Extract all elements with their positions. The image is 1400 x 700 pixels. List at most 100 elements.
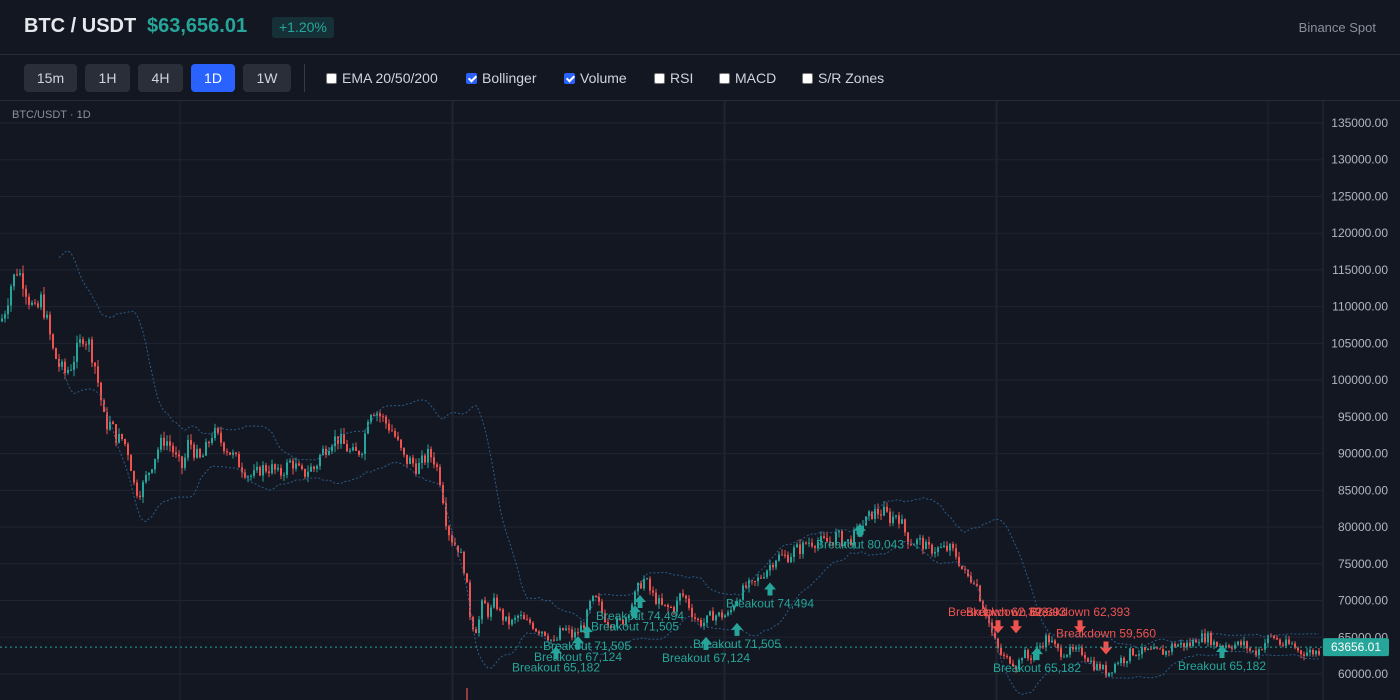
rsi-checkbox[interactable] xyxy=(654,73,665,84)
candle-body xyxy=(289,460,291,463)
candle-body xyxy=(784,554,786,556)
candle-body xyxy=(727,612,729,616)
candle-body xyxy=(907,532,909,545)
candle-body xyxy=(292,460,294,469)
candle-body xyxy=(73,361,75,370)
indicator-toggle-bollinger[interactable]: Bollinger xyxy=(466,70,536,86)
candle-body xyxy=(1153,647,1155,650)
candle-body xyxy=(1087,658,1089,662)
candle-body xyxy=(1069,647,1071,655)
candle-body xyxy=(124,438,126,444)
candle-body xyxy=(874,508,876,519)
candle-body xyxy=(76,342,78,362)
candle-body xyxy=(502,609,504,621)
candle-body xyxy=(592,595,594,601)
candle-body xyxy=(646,578,648,580)
last-price: $63,656.01 xyxy=(147,15,248,37)
candle-body xyxy=(649,578,651,591)
candle-body xyxy=(349,450,351,452)
candle-body xyxy=(148,472,150,476)
candle-body xyxy=(1063,656,1065,658)
ema-checkbox[interactable] xyxy=(326,73,337,84)
candle-body xyxy=(1018,660,1020,670)
volume-checkbox[interactable] xyxy=(564,73,575,84)
candle-body xyxy=(775,560,777,568)
candle-body xyxy=(1216,641,1218,647)
candle-body xyxy=(904,519,906,533)
candle-body xyxy=(373,415,375,417)
candle-body xyxy=(1195,640,1197,643)
timeframe-button-1w[interactable]: 1W xyxy=(243,64,291,92)
candle-body xyxy=(763,577,765,579)
candle-body xyxy=(676,600,678,612)
indicator-toggle-ema[interactable]: EMA 20/50/200 xyxy=(326,70,438,86)
candle-body xyxy=(1138,654,1140,656)
candle-body xyxy=(142,482,144,498)
candle-body xyxy=(430,448,432,458)
candle-body xyxy=(1171,643,1173,652)
price-axis-tick: 135000.00 xyxy=(1331,116,1388,130)
candle-body xyxy=(19,273,21,275)
breakdown-label: Breakdown 62,393 xyxy=(966,605,1066,619)
price-axis-tick: 70000.00 xyxy=(1338,594,1388,608)
candle-body xyxy=(250,475,252,477)
candle-body xyxy=(409,457,411,465)
timeframe-button-1h[interactable]: 1H xyxy=(85,64,130,92)
candle-body xyxy=(343,434,345,444)
candle-body xyxy=(460,551,462,553)
candle-body xyxy=(262,465,264,476)
candle-body xyxy=(760,577,762,579)
timeframe-button-1d[interactable]: 1D xyxy=(191,64,235,92)
candle-body xyxy=(898,515,900,524)
candle-body xyxy=(4,314,6,319)
candle-body xyxy=(235,452,237,454)
indicator-toggle-rsi[interactable]: RSI xyxy=(654,70,693,86)
chart-symbol-label: BTC/USDT · 1D xyxy=(12,109,91,121)
candle-body xyxy=(295,463,297,469)
candle-body xyxy=(670,606,672,608)
exchange-source: Binance Spot xyxy=(1298,20,1376,35)
candle-body xyxy=(1252,650,1254,652)
indicator-toggle-macd[interactable]: MACD xyxy=(719,70,776,86)
candle-body xyxy=(622,619,624,625)
candle-body xyxy=(472,617,474,630)
candle-body xyxy=(304,468,306,477)
timeframe-button-4h[interactable]: 4H xyxy=(138,64,183,92)
bollinger-checkbox[interactable] xyxy=(466,73,477,84)
candle-body xyxy=(1228,645,1230,648)
candle-body xyxy=(277,467,279,470)
candle-body xyxy=(700,620,702,627)
candle-body xyxy=(661,598,663,605)
candle-body xyxy=(157,449,159,459)
candle-body xyxy=(517,615,519,618)
indicator-toggle-sr-zones[interactable]: S/R Zones xyxy=(802,70,884,86)
candle-body xyxy=(952,544,954,549)
candle-body xyxy=(364,433,366,454)
candle-body xyxy=(265,465,267,472)
candle-body xyxy=(301,465,303,469)
pair-title: BTC / USDT xyxy=(24,15,137,37)
candle-body xyxy=(97,366,99,383)
timeframe-button-15m[interactable]: 15m xyxy=(24,64,77,92)
sr-zones-checkbox[interactable] xyxy=(802,73,813,84)
candle-body xyxy=(964,568,966,570)
candle-body xyxy=(310,466,312,472)
candle-body xyxy=(1120,657,1122,664)
candle-body xyxy=(514,617,516,620)
indicator-toggle-volume[interactable]: Volume xyxy=(564,70,627,86)
bollinger-upper-band xyxy=(58,250,1320,650)
candle-body xyxy=(88,339,90,345)
candle-body xyxy=(553,639,555,641)
candle-body xyxy=(268,471,270,474)
macd-checkbox[interactable] xyxy=(719,73,730,84)
candle-body xyxy=(1084,655,1086,659)
candle-body xyxy=(181,456,183,468)
candle-body xyxy=(703,622,705,627)
candle-body xyxy=(559,628,561,640)
candle-body xyxy=(1261,649,1263,651)
candle-body xyxy=(850,539,852,546)
candle-body xyxy=(7,305,9,315)
breakout-label: Breakout 71,505 xyxy=(543,639,631,653)
candle-body xyxy=(538,631,540,634)
